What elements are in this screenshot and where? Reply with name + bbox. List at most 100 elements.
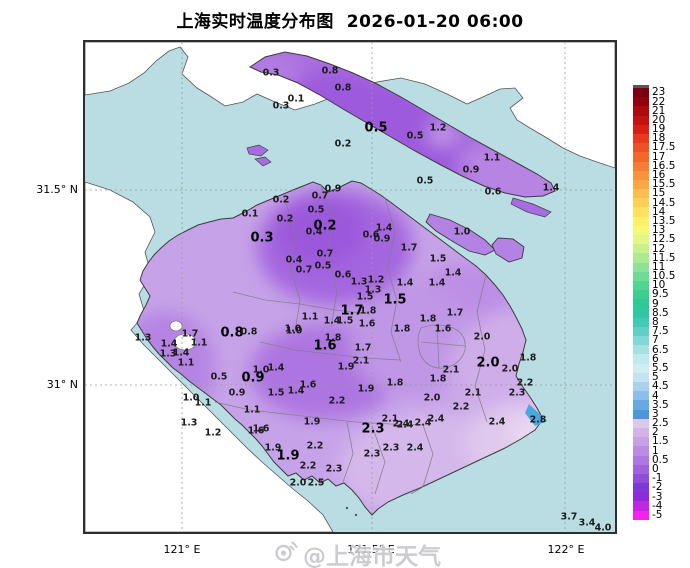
colorbar-swatch (633, 501, 649, 511)
colorbar-row: 14.5 (633, 196, 676, 209)
colorbar-label: 3 (652, 407, 659, 420)
colorbar-row: 17 (633, 150, 675, 163)
colorbar-label: 10 (652, 279, 666, 292)
colorbar-label: 18 (652, 132, 666, 145)
district-boundaries (214, 184, 488, 495)
colorbar-label: 12.5 (652, 233, 676, 246)
colorbar-label: 1 (652, 444, 659, 457)
colorbar-label: 9.5 (652, 288, 669, 301)
colorbar-swatch (633, 179, 649, 190)
colorbar-row: 0 (633, 463, 675, 476)
colorbar-label: 11 (652, 260, 666, 273)
shanghai-temperature-map (85, 42, 615, 532)
colorbar-swatch (633, 225, 649, 235)
colorbar-row: 5 (633, 371, 675, 384)
colorbar-label: 4 (652, 389, 659, 402)
colorbar-label: 17 (652, 150, 666, 163)
colorbar-row: 9.5 (633, 288, 675, 301)
colorbar-row: 21 (633, 106, 675, 116)
colorbar-row: 17.5 (633, 141, 676, 154)
colorbar-row: 3.5 (633, 400, 675, 410)
colorbar-swatch (633, 464, 649, 474)
colorbar-swatch (633, 271, 649, 281)
colorbar-swatch (633, 133, 649, 144)
colorbar-label: 10.5 (652, 270, 676, 283)
colorbar-swatch (633, 492, 649, 502)
colorbar-swatch (633, 382, 649, 392)
islet (246, 144, 269, 157)
colorbar-swatch (633, 354, 649, 364)
colorbar-row: 2.5 (633, 418, 675, 428)
lat-label-31n: 31° N (46, 378, 78, 391)
colorbar-swatch (633, 326, 649, 337)
changxing-island (425, 213, 496, 256)
watermark: @上海市天气 (274, 537, 441, 568)
colorbar-label: 14.5 (652, 196, 676, 209)
colorbar-row: -4 (633, 499, 675, 512)
colorbar-row: 6 (633, 354, 675, 364)
colorbar-row: 5.5 (633, 363, 675, 373)
colorbar-label: 9 (652, 297, 659, 310)
colorbar-swatch (633, 106, 649, 116)
colorbar-swatch (633, 372, 649, 382)
colorbar-swatch (633, 391, 649, 401)
colorbar-label: 2 (652, 426, 659, 439)
colorbar-row: 4 (633, 389, 675, 402)
colorbar-swatch (633, 189, 649, 199)
colorbar-swatch (633, 418, 649, 428)
colorbar-label: 13 (652, 224, 666, 237)
colorbar-row: 12 (633, 244, 675, 254)
colorbar-row: 12.5 (633, 233, 676, 246)
colorbar-swatch (633, 437, 649, 447)
colorbar-label: 7.5 (652, 325, 669, 338)
colorbar-label: 13.5 (652, 214, 676, 227)
lon-label-122e: 122° E (547, 543, 585, 556)
colorbar-label: 5 (652, 371, 659, 384)
colorbar-label: 15.5 (652, 178, 676, 191)
colorbar-row: 1.5 (633, 435, 675, 448)
colorbar-row: 10 (633, 279, 675, 292)
colorbar-row: 8.5 (633, 306, 675, 319)
colorbar-swatch (633, 317, 649, 327)
colorbar-label: 1.5 (652, 435, 669, 448)
watermark-text: @上海市天气 (303, 544, 441, 568)
shoal-islet (510, 197, 552, 218)
colorbar-row: -2 (633, 481, 675, 494)
colorbar-label: -5 (652, 508, 663, 521)
colorbar-label: 0 (652, 463, 659, 476)
colorbar-swatch (633, 262, 649, 272)
colorbar-label: 8 (652, 316, 659, 329)
colorbar-swatch (633, 88, 649, 98)
colorbar-swatch (633, 363, 649, 373)
colorbar-row: 15 (633, 188, 675, 199)
colorbar-label: 17.5 (652, 141, 676, 154)
colorbar-row: 8 (633, 316, 675, 329)
colorbar-swatch (633, 280, 649, 291)
colorbar-row: 13.5 (633, 214, 676, 227)
colorbar-row: -3 (633, 492, 675, 502)
colorbar-row: 10.5 (633, 270, 676, 283)
colorbar-row: 13 (633, 224, 675, 237)
offshore-speck (354, 513, 358, 517)
colorbar-swatch (633, 345, 649, 355)
colorbar-swatch (633, 446, 649, 456)
colorbar-row: -1 (633, 473, 675, 483)
lon-label-121-5e: 121.5° E (347, 543, 395, 556)
colorbar-label: 23 (652, 86, 666, 99)
colorbar-swatch (633, 299, 649, 309)
colorbar-row: 11 (633, 260, 675, 273)
colorbar-label: 4.5 (652, 380, 669, 393)
colorbar-label: 8.5 (652, 306, 669, 319)
colorbar-label: -4 (652, 499, 663, 512)
colorbar-label: 16 (652, 169, 666, 182)
colorbar-swatch (633, 207, 649, 217)
colorbar-swatch (633, 115, 649, 125)
temperature-colorbar: 23 22 21 20 19 18 17.5 17 16.5 16 15.5 15 14.5 14 13.5… (633, 85, 675, 520)
colorbar-row: 14 (633, 207, 675, 217)
colorbar-label: 22 (652, 95, 666, 108)
colorbar-label: -2 (652, 481, 663, 494)
colorbar-row: 2 (633, 426, 675, 439)
colorbar-swatch (633, 235, 649, 245)
colorbar-swatch (633, 427, 649, 438)
